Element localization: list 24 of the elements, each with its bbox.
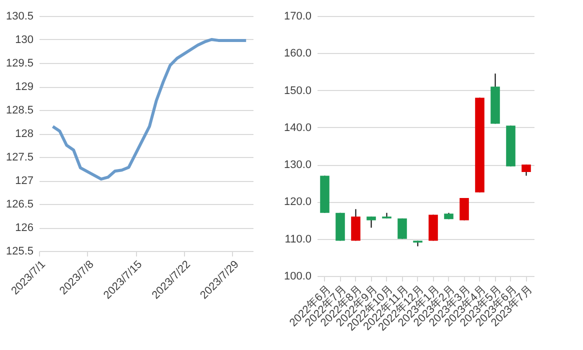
y-tick-label: 170.0	[284, 10, 312, 22]
line-series	[51, 38, 248, 181]
y-tick-label: 160.0	[284, 48, 312, 60]
y-tick-label: 120.0	[284, 196, 312, 208]
y-tick-label: 128	[15, 128, 34, 140]
y-tick-label: 127	[15, 175, 34, 187]
y-tick-label: 127.5	[6, 152, 34, 164]
y-tick-label: 125.5	[6, 246, 34, 258]
y-tick-label: 130	[15, 34, 34, 46]
y-tick-label: 128.5	[6, 104, 34, 116]
candlestick	[522, 164, 531, 176]
y-tick-label: 129.5	[6, 58, 34, 70]
y-tick-label: 129	[15, 81, 34, 93]
y-tick-label: 150.0	[284, 84, 312, 97]
candlestick	[366, 216, 376, 228]
y-tick-label: 126	[15, 222, 34, 234]
candlestick	[398, 218, 407, 240]
y-tick-label: 140.0	[284, 122, 312, 134]
y-tick-label: 126.5	[6, 198, 34, 210]
y-tick-label: 130.5	[6, 10, 34, 22]
y-tick-label: 130.0	[284, 159, 312, 172]
y-tick-label: 110.0	[284, 233, 312, 246]
y-tick-label: 100.0	[284, 270, 312, 282]
candlestick	[460, 198, 469, 221]
